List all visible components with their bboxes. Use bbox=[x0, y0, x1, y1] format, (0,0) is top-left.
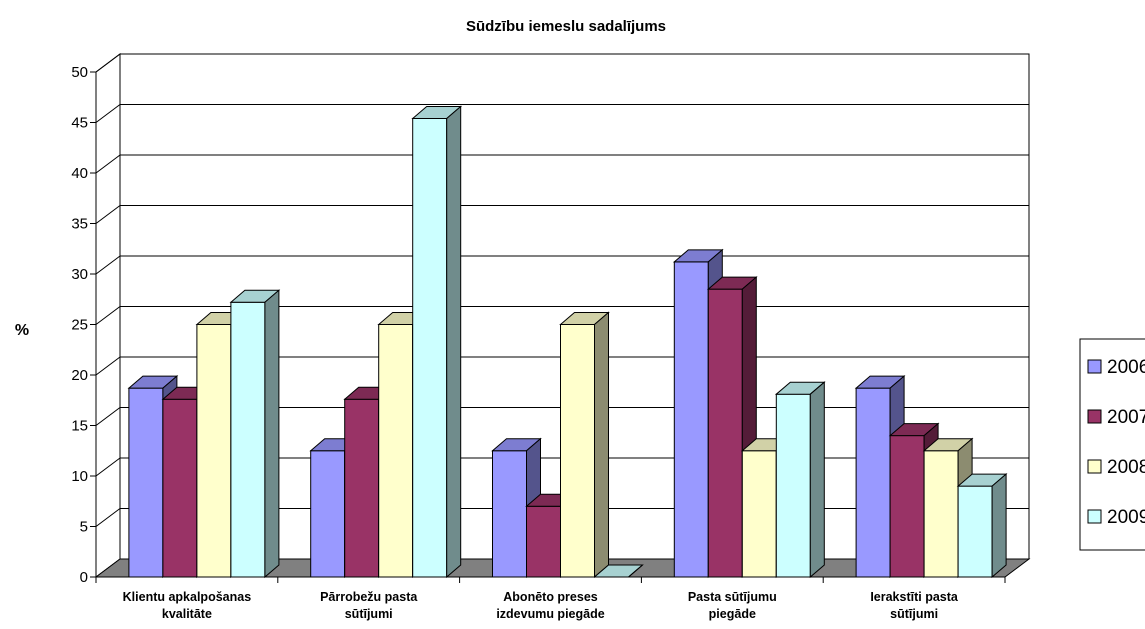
gridline-side bbox=[95, 306, 121, 325]
y-tick-label: 5 bbox=[80, 519, 88, 536]
y-tick-label: 10 bbox=[71, 468, 88, 485]
bar-2009-1 bbox=[230, 301, 266, 578]
bar-2007-2 bbox=[344, 398, 380, 578]
legend-label-2006: 2006 bbox=[1107, 357, 1145, 378]
gridline-side bbox=[95, 356, 121, 376]
y-tick-label: 20 bbox=[71, 367, 88, 384]
bar-2007-4 bbox=[707, 288, 743, 578]
bar-side-2009-3 bbox=[628, 564, 643, 578]
bar-2007-3 bbox=[526, 505, 561, 578]
y-tick-label: 25 bbox=[71, 317, 88, 334]
chart-title: Sūdzību iemeslu sadalījums bbox=[466, 18, 666, 35]
gridline-side bbox=[95, 154, 121, 174]
plot-area: 0 5 10 15 20 25 30 35 40 45 50 Klientu apkalpošanas… bbox=[71, 53, 1031, 621]
bar-2008-1 bbox=[196, 324, 232, 578]
bar-2008-3 bbox=[560, 324, 595, 578]
x-tick-label: Klientu apkalpošanas bbox=[123, 590, 252, 604]
legend-swatch-2007 bbox=[1087, 409, 1102, 424]
y-tick-label: 30 bbox=[71, 266, 88, 283]
legend-swatch-2008 bbox=[1087, 459, 1102, 474]
y-axis-label: % bbox=[15, 322, 29, 339]
legend-label-2007: 2007 bbox=[1107, 407, 1145, 428]
gridline-side bbox=[95, 53, 121, 73]
bar-side-2009-1 bbox=[264, 289, 280, 579]
x-tick-label: piegāde bbox=[709, 607, 756, 621]
y-tick-label: 0 bbox=[80, 569, 88, 586]
bar-2006-2 bbox=[310, 450, 346, 578]
gridline-side bbox=[95, 205, 121, 224]
legend: 2006 2007 2008 2009 bbox=[1079, 338, 1145, 551]
legend-swatch-2006 bbox=[1087, 359, 1102, 374]
x-tick-label: kvalitāte bbox=[162, 607, 212, 621]
bar-2008-5 bbox=[923, 450, 959, 578]
gridline-side bbox=[95, 508, 121, 527]
x-tick-label: Pārrobežu pasta bbox=[320, 590, 418, 604]
bar-2006-5 bbox=[855, 387, 891, 578]
x-tick-label: sūtījumi bbox=[345, 607, 393, 621]
legend-label-2009: 2009 bbox=[1107, 507, 1145, 528]
bar-2009-2 bbox=[412, 117, 448, 578]
bar-2008-2 bbox=[378, 324, 414, 578]
gridline-side bbox=[95, 104, 121, 123]
bar-2006-1 bbox=[128, 387, 164, 578]
y-tick-label: 50 bbox=[71, 64, 88, 81]
bar-2006-4 bbox=[673, 261, 709, 578]
gridline-side bbox=[95, 255, 121, 275]
y-tick-label: 35 bbox=[71, 216, 88, 233]
x-tick-label: izdevumu piegāde bbox=[496, 607, 604, 621]
bar-side-2009-2 bbox=[446, 105, 462, 579]
x-tick-label: sūtījumi bbox=[890, 607, 938, 621]
x-tick-label: Ierakstīti pasta bbox=[870, 590, 959, 604]
bar-side-2008-3 bbox=[594, 311, 609, 579]
bar-2008-4 bbox=[741, 450, 777, 578]
legend-swatch-2009 bbox=[1087, 509, 1102, 524]
y-tick-label: 15 bbox=[71, 418, 88, 435]
bar-2007-5 bbox=[889, 435, 925, 578]
bar-2009-4 bbox=[775, 393, 811, 578]
bar-2007-1 bbox=[162, 398, 198, 578]
gridline-side bbox=[95, 457, 121, 477]
x-tick-label: Abonēto preses bbox=[503, 590, 598, 604]
bar-2006-3 bbox=[492, 450, 527, 578]
bar-side-2009-4 bbox=[809, 381, 825, 579]
gridline-side bbox=[95, 407, 121, 426]
bar-2009-5 bbox=[957, 485, 993, 578]
bar-side-2009-5 bbox=[991, 473, 1007, 579]
x-tick-label: Pasta sūtījumu bbox=[688, 590, 777, 604]
legend-label-2008: 2008 bbox=[1107, 457, 1145, 478]
y-tick-label: 45 bbox=[71, 115, 88, 132]
y-tick-label: 40 bbox=[71, 165, 88, 182]
